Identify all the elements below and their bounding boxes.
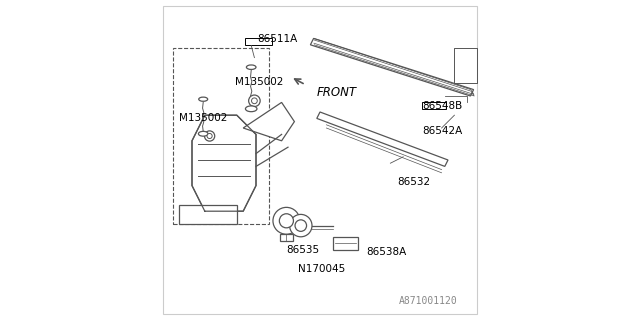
Polygon shape (333, 237, 358, 250)
Bar (173, 48, 269, 224)
Polygon shape (317, 112, 448, 166)
Circle shape (279, 214, 293, 228)
Polygon shape (243, 102, 294, 141)
Polygon shape (280, 234, 292, 241)
Circle shape (252, 98, 257, 104)
Text: 86535: 86535 (287, 245, 319, 255)
Text: 86548B: 86548B (422, 101, 463, 111)
Ellipse shape (198, 97, 207, 101)
Text: M135002: M135002 (236, 76, 284, 87)
Ellipse shape (198, 132, 208, 136)
Text: 86538A: 86538A (366, 247, 406, 257)
Ellipse shape (246, 106, 257, 112)
Circle shape (248, 95, 260, 107)
Bar (245, 38, 272, 45)
Circle shape (207, 133, 212, 139)
Text: M135002: M135002 (179, 113, 228, 124)
Text: A871001120: A871001120 (399, 296, 458, 306)
Text: N170045: N170045 (298, 264, 345, 275)
Text: 86511A: 86511A (258, 34, 298, 44)
Circle shape (273, 207, 300, 234)
Circle shape (295, 220, 307, 231)
Polygon shape (179, 205, 237, 224)
Ellipse shape (246, 65, 256, 69)
Circle shape (290, 214, 312, 237)
Text: FRONT: FRONT (317, 86, 357, 99)
Text: 86532: 86532 (397, 177, 430, 188)
Text: 86542A: 86542A (422, 126, 463, 136)
Circle shape (205, 131, 215, 141)
Polygon shape (192, 115, 256, 211)
Bar (422, 102, 445, 109)
Polygon shape (310, 38, 474, 96)
